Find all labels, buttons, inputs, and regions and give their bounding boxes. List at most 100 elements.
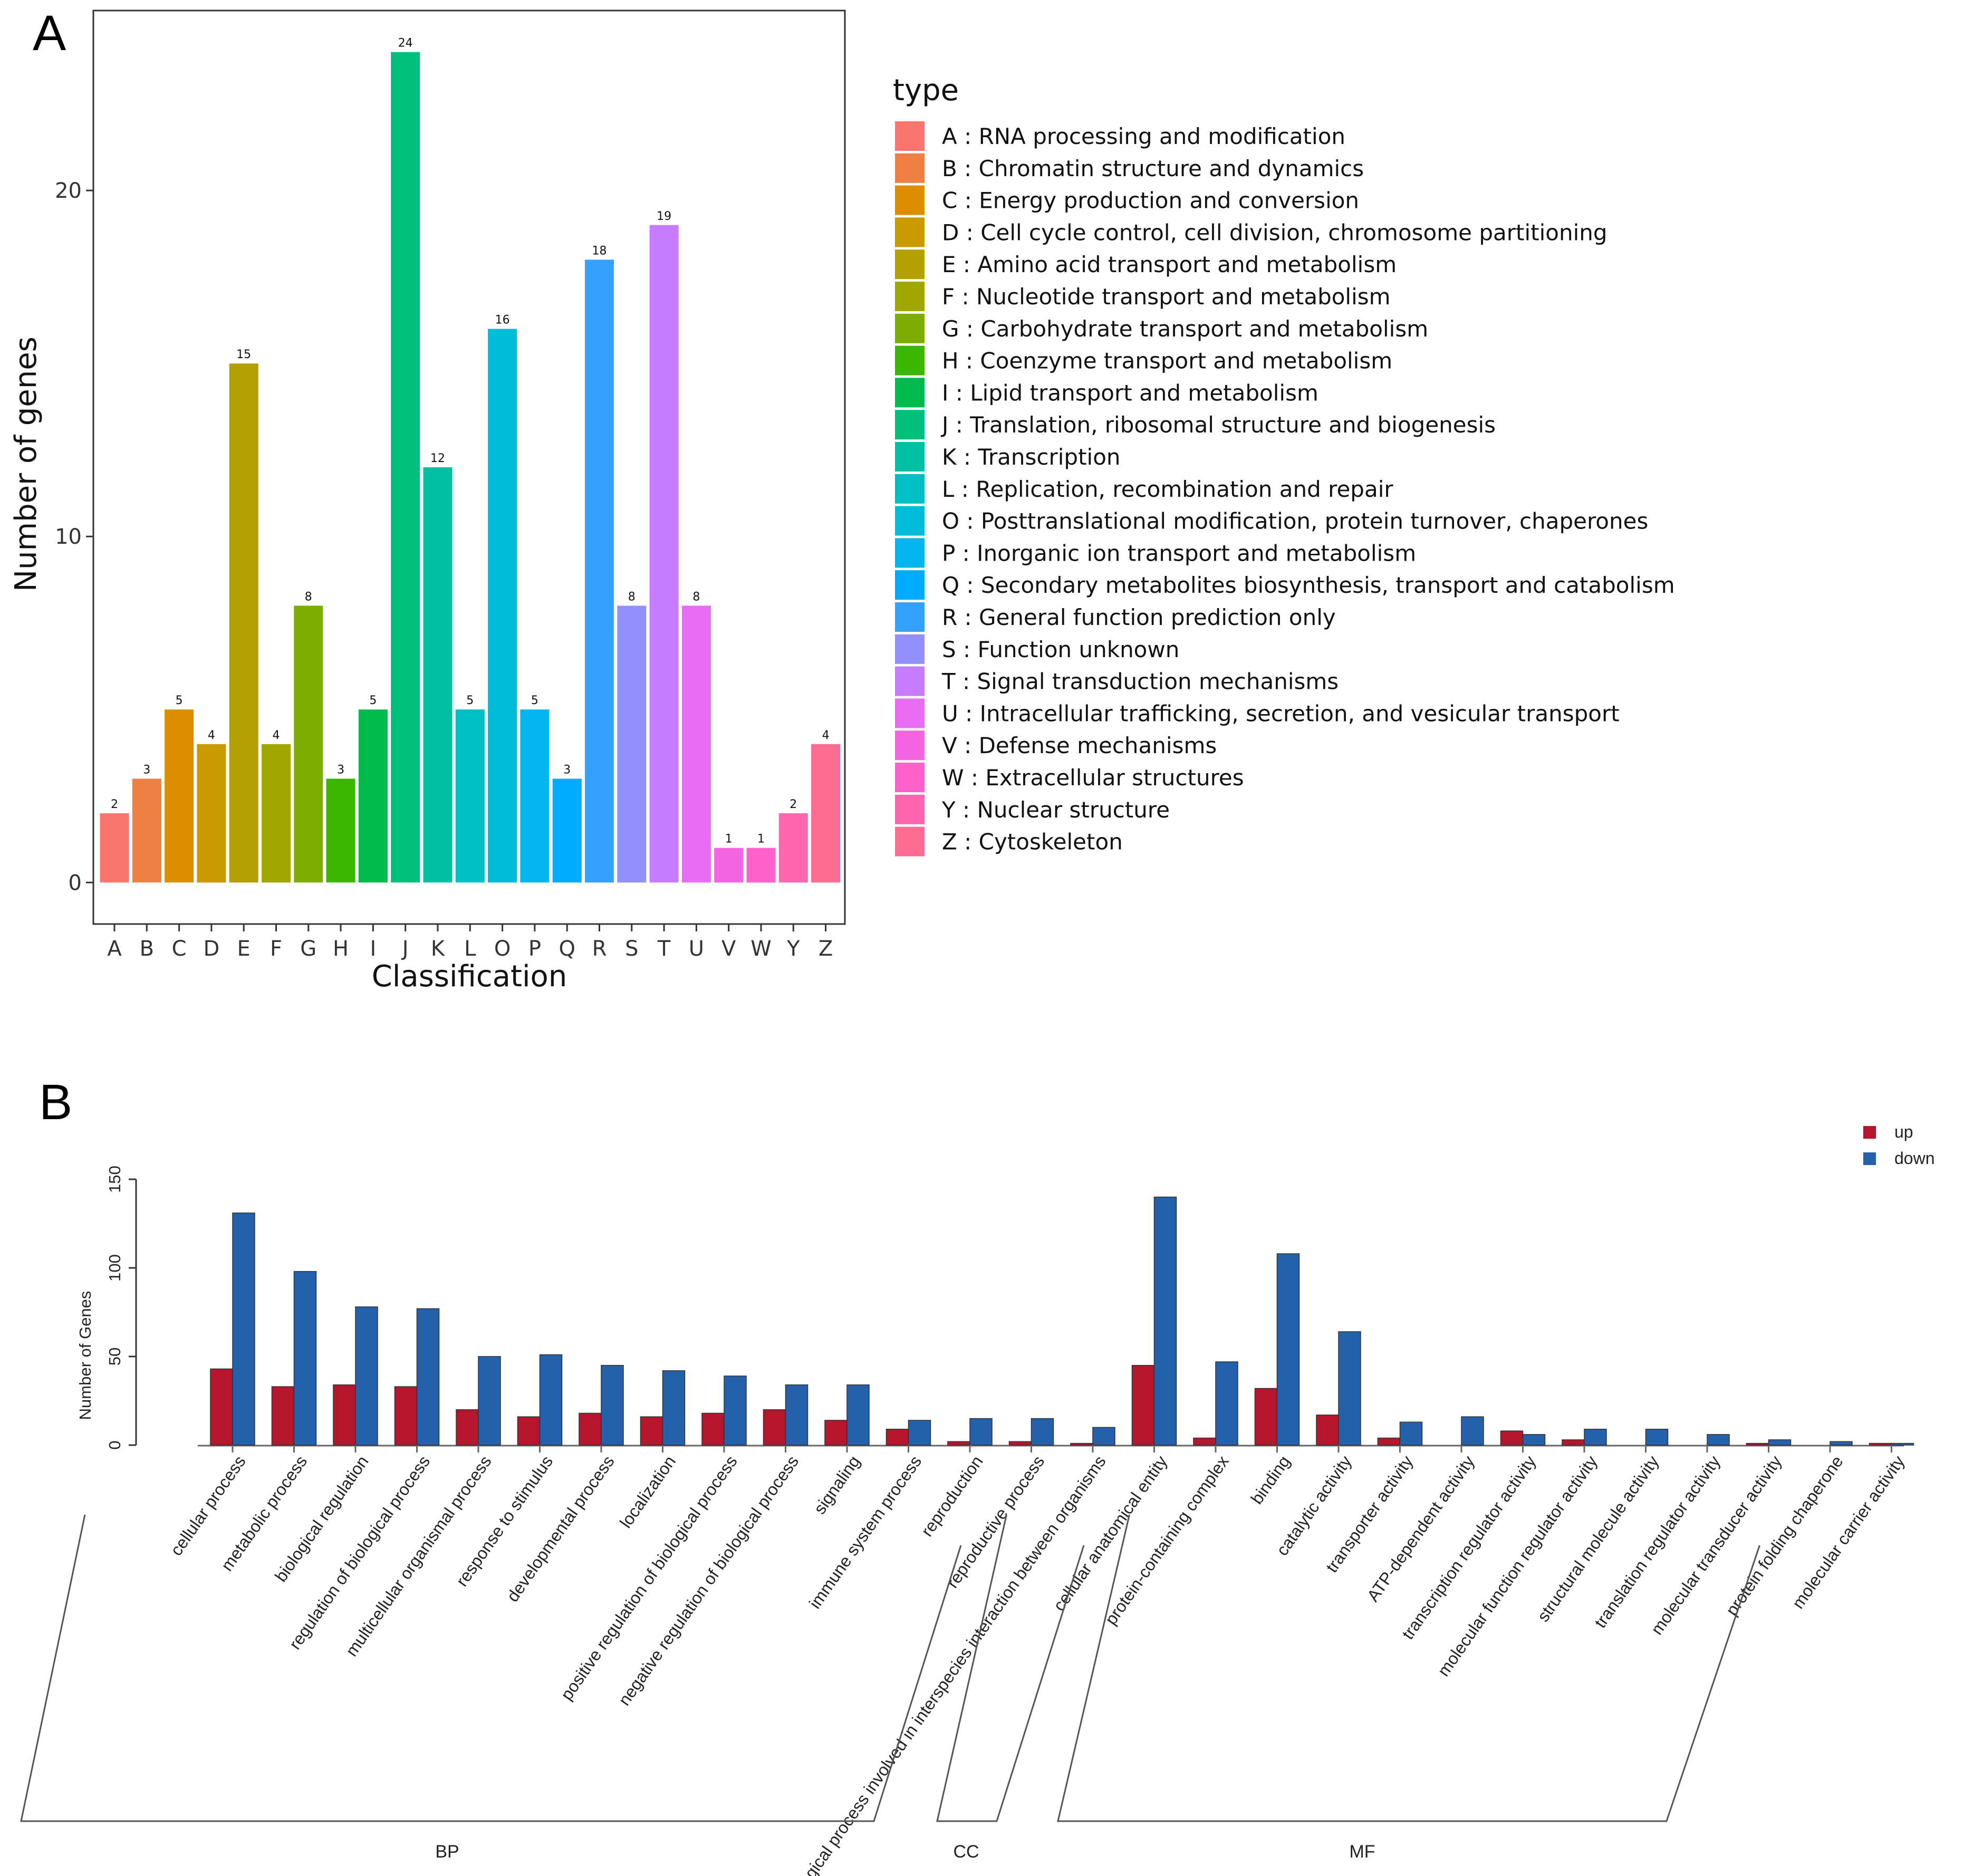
bar-value-label: 3 <box>563 763 571 776</box>
bar-down <box>1031 1418 1054 1446</box>
x-tick-label-a: Z <box>819 937 833 961</box>
bar-value-label: 18 <box>592 244 607 257</box>
bar-down <box>1645 1429 1669 1446</box>
group-label-MF: MF <box>1349 1842 1375 1862</box>
x-tick-label-a: W <box>750 937 772 961</box>
group-label-BP: BP <box>435 1842 459 1862</box>
legend-title: type <box>893 73 959 108</box>
bar-R <box>585 259 614 883</box>
bar-up <box>763 1409 786 1446</box>
legend-swatch <box>895 602 925 632</box>
y-tick-label-a: 10 <box>55 525 82 549</box>
legend-swatch <box>895 698 925 728</box>
legend-entry: J : Translation, ribosomal structure and… <box>940 412 1496 438</box>
bar-value-label: 24 <box>398 37 413 50</box>
bar-D <box>197 744 226 883</box>
bar-value-label: 1 <box>757 833 765 846</box>
legend-entry: G : Carbohydrate transport and metabolis… <box>942 316 1428 342</box>
x-tick-label-a: R <box>592 937 607 961</box>
x-tick-label-a: Q <box>559 937 575 961</box>
legend-b: up down <box>1863 1122 1935 1168</box>
legend-label-up: up <box>1894 1122 1913 1141</box>
group-bracket-CC <box>936 1514 1085 1822</box>
bar-down <box>293 1271 317 1446</box>
bar-up <box>1316 1415 1339 1446</box>
bar-down <box>785 1384 808 1446</box>
legend-entry: E : Amino acid transport and metabolism <box>942 252 1397 277</box>
bar-V <box>714 848 744 883</box>
legend-entry: W : Extracellular structures <box>942 765 1244 791</box>
bar-down <box>846 1384 870 1446</box>
bar-H <box>326 778 355 883</box>
bar-down <box>232 1213 255 1446</box>
legend-swatch <box>895 538 925 568</box>
bar-down <box>1830 1441 1853 1446</box>
bar-value-label: 5 <box>466 694 474 707</box>
x-tick-label-a: H <box>333 937 349 961</box>
bar-up <box>1746 1442 1769 1446</box>
bar-up <box>579 1412 602 1446</box>
legend-swatch <box>895 826 925 857</box>
legend-entry: D : Cell cycle control, cell division, c… <box>942 219 1607 245</box>
bar-value-label: 3 <box>337 763 344 776</box>
x-axis-title-a: Classification <box>372 959 567 994</box>
bar-E <box>229 363 258 883</box>
bar-value-label: 3 <box>143 763 150 776</box>
bars-b <box>210 1196 1914 1446</box>
legend-swatch <box>895 185 925 215</box>
legend-swatch <box>895 730 925 761</box>
bar-K <box>423 467 453 883</box>
bar-up <box>1193 1437 1216 1446</box>
x-tick-label-a: L <box>464 937 476 961</box>
bar-down <box>478 1356 501 1446</box>
bar-value-label: 4 <box>273 729 280 742</box>
legend-swatch-up <box>1863 1126 1876 1139</box>
bar-up <box>271 1386 295 1446</box>
y-tick-label-a: 20 <box>55 179 82 203</box>
bar-F <box>262 744 291 883</box>
bar-down <box>1522 1434 1546 1446</box>
y-tick-label-b: 100 <box>105 1254 124 1282</box>
bar-up <box>1254 1388 1278 1446</box>
bar-up <box>640 1416 663 1446</box>
legend-swatch <box>895 474 925 504</box>
legend-swatch <box>895 378 925 408</box>
bar-down <box>908 1420 931 1446</box>
bar-up <box>701 1412 725 1446</box>
bar-value-label: 5 <box>531 694 538 707</box>
bar-down <box>1153 1196 1177 1446</box>
x-tick-label-a: I <box>370 937 377 961</box>
bar-value-label: 5 <box>369 694 377 707</box>
bar-L <box>455 709 485 883</box>
bar-up <box>1008 1441 1032 1446</box>
legend-swatch <box>895 249 925 280</box>
bar-down <box>1276 1253 1300 1446</box>
bar-B <box>132 778 161 883</box>
bar-down <box>1891 1442 1914 1446</box>
bar-up <box>210 1368 233 1446</box>
bar-I <box>358 709 388 883</box>
legend-entry: Q : Secondary metabolites biosynthesis, … <box>942 572 1675 598</box>
bar-up <box>885 1429 909 1446</box>
bar-C <box>165 709 194 883</box>
legend-swatch <box>895 763 925 792</box>
legend-swatch <box>895 217 925 247</box>
bar-down <box>662 1370 686 1446</box>
y-tick-label-b: 0 <box>105 1440 124 1449</box>
bar-G <box>294 605 323 883</box>
legend-entry: K : Transcription <box>942 444 1121 470</box>
bar-S <box>617 605 647 883</box>
bar-value-label: 1 <box>725 833 733 846</box>
bar-down <box>724 1375 747 1446</box>
bar-down <box>1092 1427 1115 1446</box>
legend-entry: T : Signal transduction mechanisms <box>941 669 1339 695</box>
x-tick-label-a: T <box>657 937 671 961</box>
bar-value-label: 4 <box>208 729 215 742</box>
legend-swatch <box>895 121 925 151</box>
bar-value-label: 19 <box>657 210 671 223</box>
bar-value-label: 8 <box>305 590 312 603</box>
legend-swatch <box>895 442 925 472</box>
y-axis-a: 0 10 20 <box>55 179 93 895</box>
x-tick-label-a: P <box>528 937 541 961</box>
